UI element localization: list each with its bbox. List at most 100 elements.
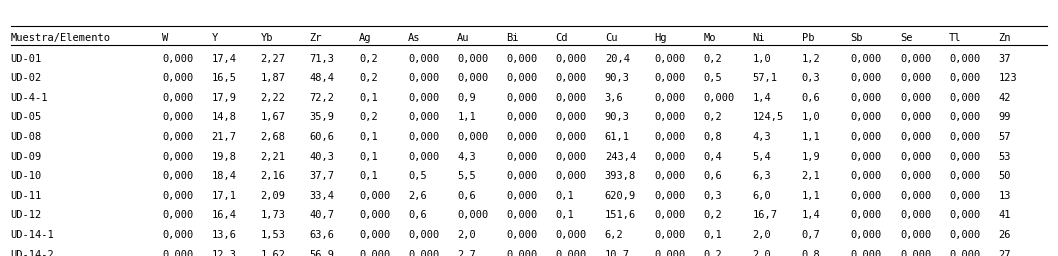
Text: 0,2: 0,2 <box>704 112 722 122</box>
Text: 0,000: 0,000 <box>949 93 981 103</box>
Text: 0,000: 0,000 <box>851 250 882 256</box>
Text: 0,2: 0,2 <box>359 112 378 122</box>
Text: W: W <box>162 33 168 43</box>
Text: 5,4: 5,4 <box>752 152 771 162</box>
Text: UD-14-1: UD-14-1 <box>11 230 54 240</box>
Text: 0,000: 0,000 <box>162 54 194 63</box>
Text: 0,000: 0,000 <box>949 132 981 142</box>
Text: 1,1: 1,1 <box>802 191 820 201</box>
Text: 0,2: 0,2 <box>359 54 378 63</box>
Text: 0,000: 0,000 <box>408 132 439 142</box>
Text: Pb: Pb <box>802 33 814 43</box>
Text: 0,000: 0,000 <box>555 93 587 103</box>
Text: 1,1: 1,1 <box>802 132 820 142</box>
Text: 16,4: 16,4 <box>212 210 236 220</box>
Text: 0,000: 0,000 <box>654 73 686 83</box>
Text: 0,6: 0,6 <box>802 93 820 103</box>
Text: 10,7: 10,7 <box>605 250 630 256</box>
Text: 1,0: 1,0 <box>752 54 771 63</box>
Text: 1,53: 1,53 <box>260 230 286 240</box>
Text: 18,4: 18,4 <box>212 171 236 181</box>
Text: 0,1: 0,1 <box>555 191 574 201</box>
Text: 0,6: 0,6 <box>457 191 476 201</box>
Text: 0,000: 0,000 <box>900 250 931 256</box>
Text: 0,5: 0,5 <box>408 171 426 181</box>
Text: 0,000: 0,000 <box>949 152 981 162</box>
Text: 2,21: 2,21 <box>260 152 286 162</box>
Text: 0,000: 0,000 <box>507 250 537 256</box>
Text: 1,9: 1,9 <box>802 152 820 162</box>
Text: Muestra/Elemento: Muestra/Elemento <box>11 33 111 43</box>
Text: 0,2: 0,2 <box>704 54 722 63</box>
Text: Zn: Zn <box>999 33 1010 43</box>
Text: 0,000: 0,000 <box>507 191 537 201</box>
Text: 1,87: 1,87 <box>260 73 286 83</box>
Text: Ag: Ag <box>359 33 371 43</box>
Text: 14,8: 14,8 <box>212 112 236 122</box>
Text: 0,2: 0,2 <box>359 73 378 83</box>
Text: 0,000: 0,000 <box>900 152 931 162</box>
Text: 124,5: 124,5 <box>752 112 784 122</box>
Text: 0,000: 0,000 <box>654 191 686 201</box>
Text: 0,000: 0,000 <box>949 230 981 240</box>
Text: 1,2: 1,2 <box>802 54 820 63</box>
Text: 17,9: 17,9 <box>212 93 236 103</box>
Text: 48,4: 48,4 <box>310 73 334 83</box>
Text: 0,8: 0,8 <box>704 132 722 142</box>
Text: 0,1: 0,1 <box>704 230 722 240</box>
Text: UD-4-1: UD-4-1 <box>11 93 48 103</box>
Text: Mo: Mo <box>704 33 715 43</box>
Text: 60,6: 60,6 <box>310 132 334 142</box>
Text: 0,000: 0,000 <box>555 54 587 63</box>
Text: 4,3: 4,3 <box>457 152 476 162</box>
Text: 61,1: 61,1 <box>605 132 630 142</box>
Text: 40,7: 40,7 <box>310 210 334 220</box>
Text: 2,0: 2,0 <box>752 250 771 256</box>
Text: Tl: Tl <box>949 33 962 43</box>
Text: Cd: Cd <box>555 33 568 43</box>
Text: 19,8: 19,8 <box>212 152 236 162</box>
Text: 0,000: 0,000 <box>408 152 439 162</box>
Text: 6,2: 6,2 <box>605 230 623 240</box>
Text: 0,000: 0,000 <box>851 191 882 201</box>
Text: 2,0: 2,0 <box>752 230 771 240</box>
Text: 6,0: 6,0 <box>752 191 771 201</box>
Text: 0,000: 0,000 <box>900 171 931 181</box>
Text: 13,6: 13,6 <box>212 230 236 240</box>
Text: 3,6: 3,6 <box>605 93 623 103</box>
Text: 0,000: 0,000 <box>359 210 390 220</box>
Text: 2,27: 2,27 <box>260 54 286 63</box>
Text: 0,8: 0,8 <box>802 250 820 256</box>
Text: 0,6: 0,6 <box>408 210 426 220</box>
Text: 6,3: 6,3 <box>752 171 771 181</box>
Text: 0,000: 0,000 <box>851 54 882 63</box>
Text: 0,000: 0,000 <box>507 132 537 142</box>
Text: 0,000: 0,000 <box>359 191 390 201</box>
Text: 16,7: 16,7 <box>752 210 778 220</box>
Text: 0,3: 0,3 <box>802 73 820 83</box>
Text: 0,000: 0,000 <box>949 54 981 63</box>
Text: 0,000: 0,000 <box>949 250 981 256</box>
Text: 2,0: 2,0 <box>457 230 476 240</box>
Text: 0,000: 0,000 <box>851 73 882 83</box>
Text: 0,000: 0,000 <box>507 73 537 83</box>
Text: 53: 53 <box>999 152 1010 162</box>
Text: 0,000: 0,000 <box>457 73 489 83</box>
Text: 0,000: 0,000 <box>555 152 587 162</box>
Text: 0,000: 0,000 <box>949 210 981 220</box>
Text: 1,0: 1,0 <box>802 112 820 122</box>
Text: 620,9: 620,9 <box>605 191 636 201</box>
Text: 0,000: 0,000 <box>162 132 194 142</box>
Text: 0,000: 0,000 <box>507 230 537 240</box>
Text: 0,1: 0,1 <box>359 132 378 142</box>
Text: 0,000: 0,000 <box>555 230 587 240</box>
Text: 0,1: 0,1 <box>359 152 378 162</box>
Text: UD-10: UD-10 <box>11 171 42 181</box>
Text: 0,000: 0,000 <box>900 54 931 63</box>
Text: UD-08: UD-08 <box>11 132 42 142</box>
Text: UD-11: UD-11 <box>11 191 42 201</box>
Text: 0,3: 0,3 <box>704 191 722 201</box>
Text: UD-12: UD-12 <box>11 210 42 220</box>
Text: 0,000: 0,000 <box>555 250 587 256</box>
Text: 2,6: 2,6 <box>408 191 426 201</box>
